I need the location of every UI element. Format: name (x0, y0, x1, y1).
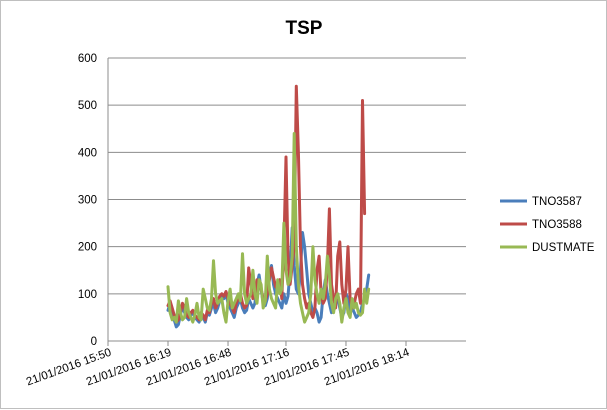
legend-label-dustmate: DUSTMATE (532, 242, 595, 254)
y-tick-label: 100 (78, 289, 97, 301)
y-axis-tick-labels: 0 100 200 300 400 500 600 (78, 53, 97, 348)
chart-title: TSP (286, 18, 323, 39)
legend-label-tno3588: TNO3588 (532, 219, 582, 231)
series-line-dustmate (166, 132, 371, 324)
y-tick-label: 400 (78, 147, 97, 159)
axes (107, 58, 466, 346)
y-tick-label: 600 (78, 53, 97, 65)
legend: TNO3587 TNO3588 DUSTMATE (500, 196, 595, 254)
y-tick-label: 500 (78, 100, 97, 112)
y-tick-label: 300 (78, 195, 97, 207)
series-lines (166, 84, 371, 329)
y-tick-label: 200 (78, 242, 97, 254)
y-tick-label: 0 (91, 336, 97, 348)
legend-label-tno3587: TNO3587 (532, 196, 582, 208)
